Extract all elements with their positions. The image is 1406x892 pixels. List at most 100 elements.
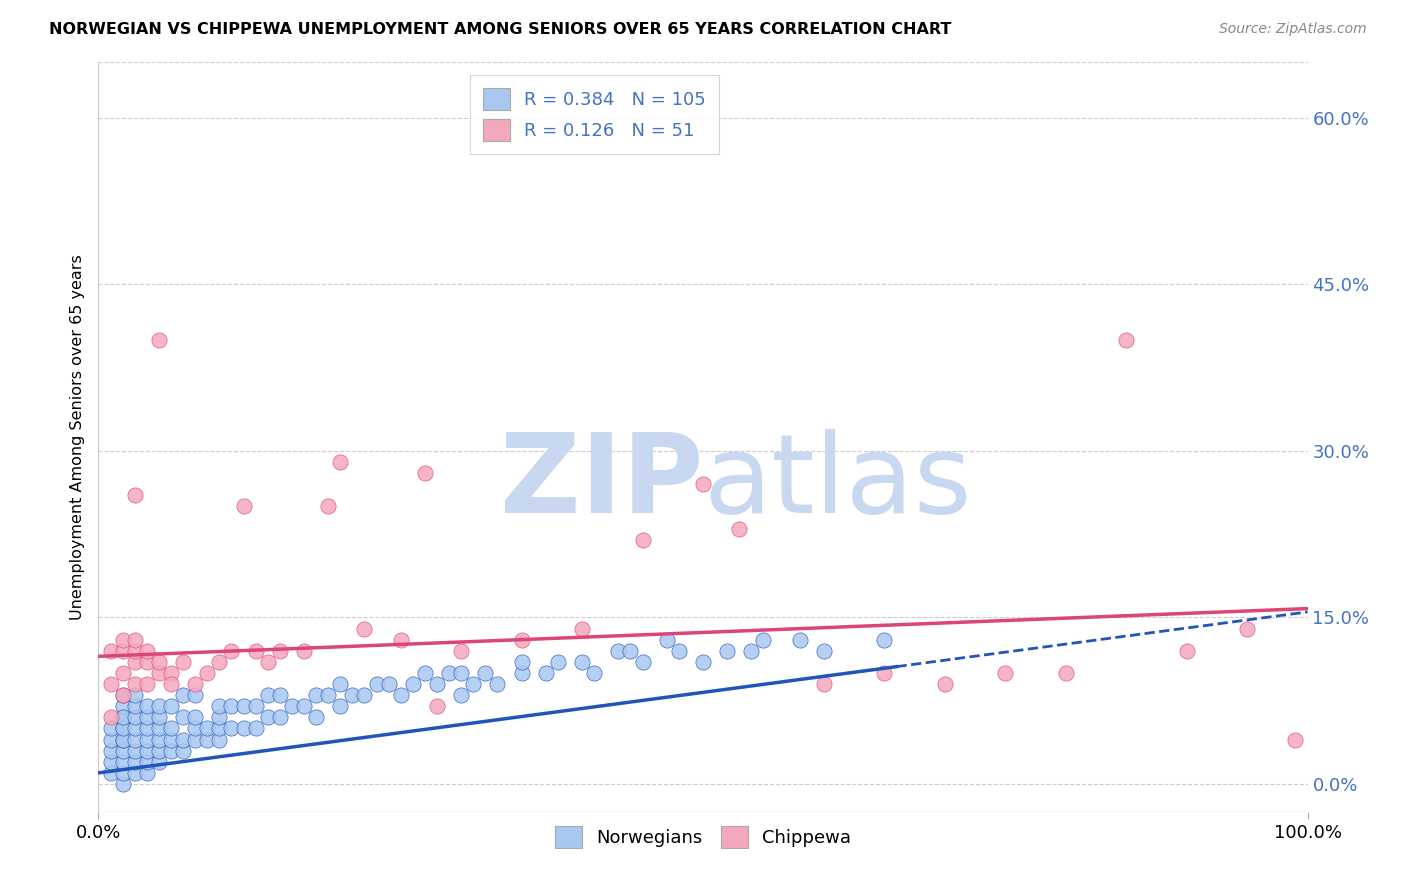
Point	[111, 688, 134, 702]
Point	[426, 699, 449, 714]
Point	[124, 688, 146, 702]
Point	[195, 722, 218, 736]
Point	[100, 732, 122, 747]
Point	[221, 644, 243, 658]
Point	[124, 632, 146, 647]
Point	[377, 677, 399, 691]
Point	[124, 488, 146, 502]
Point	[486, 677, 509, 691]
Point	[269, 644, 291, 658]
Point	[148, 722, 170, 736]
Point	[184, 688, 207, 702]
Point	[124, 765, 146, 780]
Point	[148, 665, 170, 680]
Point	[716, 644, 738, 658]
Point	[124, 699, 146, 714]
Point	[437, 665, 460, 680]
Point	[631, 533, 654, 547]
Point	[316, 688, 339, 702]
Point	[148, 744, 170, 758]
Point	[111, 644, 134, 658]
Point	[366, 677, 388, 691]
Point	[111, 755, 134, 769]
Point	[353, 688, 375, 702]
Point	[1284, 732, 1306, 747]
Point	[329, 699, 352, 714]
Point	[728, 522, 751, 536]
Point	[208, 699, 231, 714]
Point	[256, 710, 278, 724]
Point	[111, 665, 134, 680]
Point	[100, 710, 122, 724]
Point	[353, 622, 375, 636]
Text: Source: ZipAtlas.com: Source: ZipAtlas.com	[1219, 22, 1367, 37]
Point	[100, 755, 122, 769]
Point	[232, 722, 254, 736]
Point	[269, 710, 291, 724]
Point	[655, 632, 678, 647]
Point	[148, 699, 170, 714]
Point	[124, 755, 146, 769]
Point	[111, 744, 134, 758]
Point	[160, 699, 183, 714]
Point	[256, 688, 278, 702]
Point	[269, 688, 291, 702]
Text: NORWEGIAN VS CHIPPEWA UNEMPLOYMENT AMONG SENIORS OVER 65 YEARS CORRELATION CHART: NORWEGIAN VS CHIPPEWA UNEMPLOYMENT AMONG…	[49, 22, 952, 37]
Point	[1175, 644, 1198, 658]
Point	[813, 677, 835, 691]
Point	[607, 644, 630, 658]
Point	[873, 665, 896, 680]
Point	[1115, 333, 1137, 347]
Point	[160, 677, 183, 691]
Point	[148, 710, 170, 724]
Point	[135, 644, 157, 658]
Point	[148, 755, 170, 769]
Point	[402, 677, 425, 691]
Point	[135, 699, 157, 714]
Point	[111, 722, 134, 736]
Point	[813, 644, 835, 658]
Point	[1236, 622, 1258, 636]
Point	[111, 710, 134, 724]
Point	[160, 732, 183, 747]
Legend: Norwegians, Chippewa: Norwegians, Chippewa	[547, 819, 859, 855]
Point	[873, 632, 896, 647]
Point	[111, 699, 134, 714]
Point	[135, 677, 157, 691]
Point	[148, 732, 170, 747]
Point	[160, 744, 183, 758]
Point	[510, 632, 533, 647]
Point	[232, 699, 254, 714]
Text: atlas: atlas	[703, 428, 972, 535]
Point	[245, 722, 267, 736]
Point	[184, 732, 207, 747]
Point	[292, 644, 315, 658]
Point	[256, 655, 278, 669]
Point	[316, 500, 339, 514]
Point	[135, 755, 157, 769]
Point	[124, 722, 146, 736]
Point	[208, 722, 231, 736]
Point	[172, 710, 194, 724]
Point	[111, 710, 134, 724]
Point	[135, 765, 157, 780]
Point	[208, 710, 231, 724]
Point	[124, 677, 146, 691]
Point	[571, 622, 593, 636]
Point	[752, 632, 775, 647]
Point	[474, 665, 496, 680]
Point	[305, 688, 328, 702]
Point	[124, 655, 146, 669]
Point	[172, 732, 194, 747]
Point	[124, 732, 146, 747]
Point	[124, 644, 146, 658]
Point	[148, 333, 170, 347]
Point	[135, 722, 157, 736]
Point	[135, 655, 157, 669]
Point	[740, 644, 762, 658]
Point	[583, 665, 606, 680]
Point	[172, 655, 194, 669]
Point	[100, 722, 122, 736]
Y-axis label: Unemployment Among Seniors over 65 years: Unemployment Among Seniors over 65 years	[70, 254, 86, 620]
Point	[342, 688, 364, 702]
